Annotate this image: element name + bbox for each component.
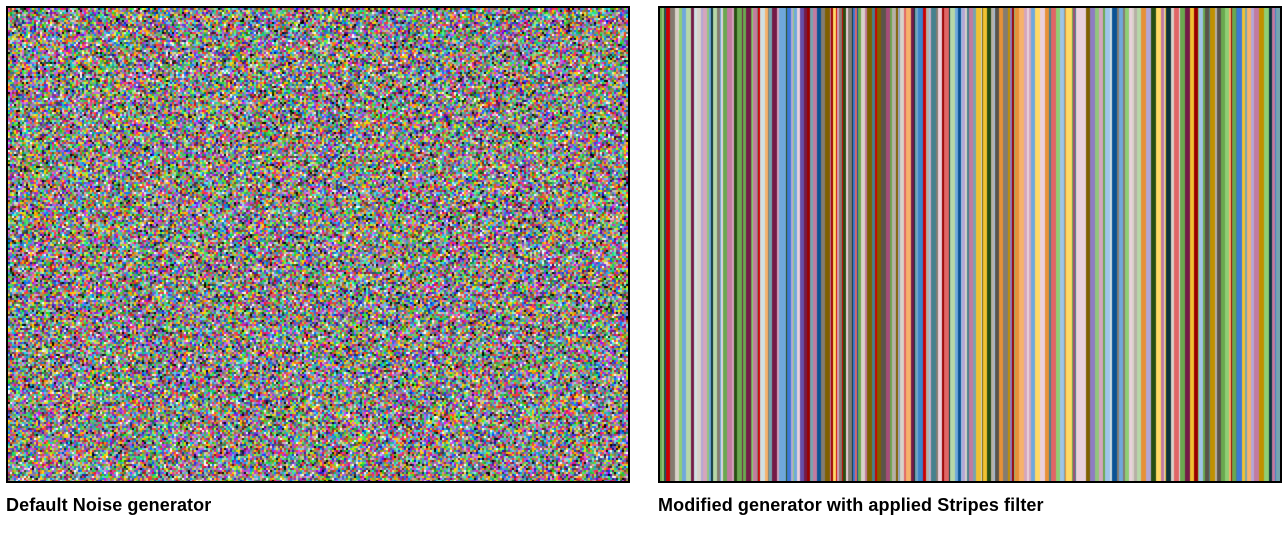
stripes-caption: Modified generator with applied Stripes …: [658, 495, 1282, 516]
left-panel-wrap: Default Noise generator: [6, 6, 630, 516]
noise-canvas: [8, 8, 628, 481]
figure-row: Default Noise generator Modified generat…: [0, 0, 1288, 516]
right-panel-wrap: Modified generator with applied Stripes …: [658, 6, 1282, 516]
noise-caption: Default Noise generator: [6, 495, 630, 516]
stripes-canvas: [660, 8, 1280, 481]
noise-panel: [6, 6, 630, 483]
stripes-panel: [658, 6, 1282, 483]
